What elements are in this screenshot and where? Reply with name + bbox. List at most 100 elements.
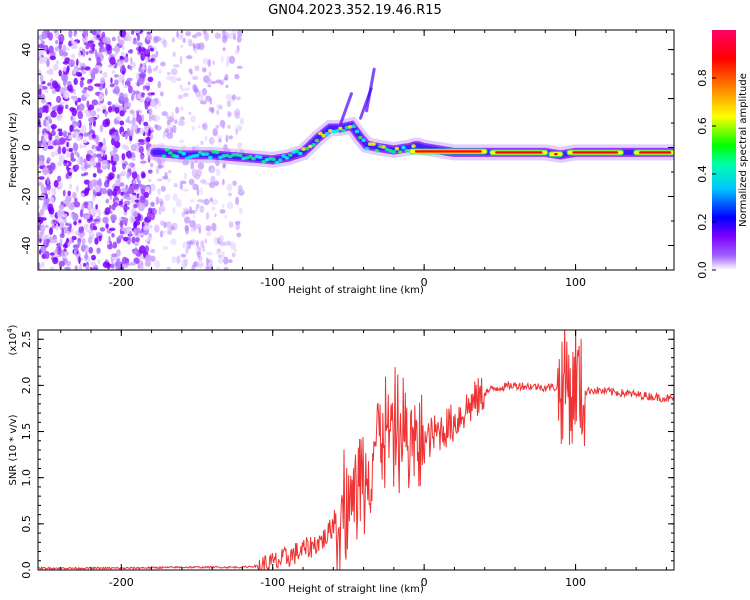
noise-speckle bbox=[62, 130, 68, 137]
ridge-blob bbox=[278, 158, 283, 162]
noise-speckle bbox=[117, 188, 121, 195]
noise-speckle bbox=[155, 65, 159, 70]
noise-speckle bbox=[82, 139, 88, 144]
noise-speckle bbox=[40, 261, 45, 268]
noise-speckle bbox=[89, 109, 97, 117]
noise-speckle bbox=[102, 72, 108, 78]
noise-speckle bbox=[136, 110, 139, 117]
noise-speckle bbox=[52, 219, 58, 223]
noise-speckle bbox=[157, 188, 161, 196]
noise-speckle bbox=[148, 108, 153, 116]
noise-speckle bbox=[64, 266, 71, 270]
noise-speckle bbox=[214, 213, 217, 218]
noise-speckle bbox=[216, 250, 221, 255]
noise-speckle bbox=[218, 138, 222, 143]
noise-speckle bbox=[70, 115, 74, 121]
noise-speckle bbox=[172, 64, 180, 68]
noise-speckle bbox=[90, 207, 98, 215]
noise-speckle bbox=[173, 183, 178, 188]
noise-speckle bbox=[85, 251, 88, 260]
noise-speckle bbox=[204, 77, 212, 84]
noise-speckle bbox=[45, 200, 49, 206]
noise-speckle bbox=[147, 178, 152, 183]
noise-speckle bbox=[205, 266, 210, 270]
noise-speckle bbox=[195, 204, 199, 212]
noise-speckle bbox=[202, 30, 207, 35]
noise-speckle bbox=[191, 168, 198, 178]
noise-speckle bbox=[50, 110, 57, 118]
noise-speckle bbox=[145, 142, 151, 147]
ridge-blob bbox=[181, 151, 186, 156]
noise-speckle bbox=[122, 264, 129, 268]
x-tick-label: -100 bbox=[260, 276, 285, 289]
ridge-blob bbox=[394, 146, 400, 151]
x-tick-label: 0 bbox=[421, 276, 428, 289]
snr-y-label: SNR (10 * v/v) bbox=[8, 414, 19, 485]
ridge-blob bbox=[211, 149, 216, 154]
noise-speckle bbox=[39, 208, 45, 216]
noise-speckle bbox=[104, 154, 108, 162]
noise-speckle bbox=[179, 44, 184, 48]
noise-speckle bbox=[58, 204, 65, 211]
noise-speckle bbox=[68, 202, 75, 211]
noise-speckle bbox=[188, 111, 192, 115]
noise-speckle bbox=[141, 66, 146, 71]
noise-speckle bbox=[225, 60, 230, 68]
noise-speckle bbox=[108, 106, 113, 113]
noise-speckle bbox=[106, 262, 111, 270]
noise-speckle bbox=[188, 178, 195, 186]
noise-speckle bbox=[178, 139, 185, 144]
noise-speckle bbox=[196, 223, 202, 230]
noise-speckle bbox=[147, 236, 152, 242]
noise-speckle bbox=[107, 101, 112, 106]
noise-speckle bbox=[39, 74, 44, 83]
noise-speckle bbox=[39, 238, 42, 243]
noise-speckle bbox=[183, 92, 189, 97]
noise-speckle bbox=[53, 235, 58, 241]
ridge-blob bbox=[371, 142, 376, 146]
noise-speckle bbox=[229, 55, 236, 64]
noise-speckle bbox=[141, 93, 145, 98]
noise-speckle bbox=[60, 213, 68, 218]
ridge-blob bbox=[281, 154, 286, 158]
y-tick-label: -40 bbox=[20, 237, 33, 255]
spectrogram-y-label: Frequency (Hz) bbox=[8, 112, 19, 188]
noise-speckle bbox=[138, 45, 142, 54]
noise-speckle bbox=[113, 53, 117, 57]
ridge-blob bbox=[214, 150, 220, 154]
noise-speckle bbox=[137, 77, 145, 86]
noise-speckle bbox=[222, 47, 226, 51]
ridge-blob bbox=[308, 144, 313, 149]
noise-speckle bbox=[111, 36, 116, 42]
noise-speckle bbox=[73, 151, 79, 155]
noise-speckle bbox=[43, 238, 47, 246]
noise-speckle bbox=[88, 117, 95, 123]
noise-speckle bbox=[196, 251, 201, 258]
y-tick-label: 20 bbox=[20, 92, 33, 106]
noise-speckle bbox=[234, 73, 240, 80]
noise-speckle bbox=[147, 68, 153, 74]
y-tick-label: 1.0 bbox=[20, 469, 33, 487]
noise-speckle bbox=[235, 128, 238, 135]
noise-speckle bbox=[233, 248, 237, 253]
y-tick-label: 0.0 bbox=[20, 561, 33, 579]
noise-speckle bbox=[57, 246, 62, 256]
noise-speckle bbox=[150, 162, 154, 168]
noise-speckle bbox=[46, 69, 53, 75]
y-tick-label: 1.5 bbox=[20, 423, 33, 441]
noise-speckle bbox=[141, 184, 146, 189]
noise-speckle bbox=[113, 133, 120, 142]
noise-speckle bbox=[62, 244, 67, 248]
noise-speckle bbox=[171, 37, 176, 43]
noise-speckle bbox=[41, 204, 48, 211]
noise-speckle bbox=[70, 95, 78, 100]
noise-speckle bbox=[101, 46, 105, 52]
noise-speckle bbox=[38, 126, 41, 135]
noise-speckle bbox=[185, 87, 190, 91]
ridge-blob bbox=[341, 129, 346, 133]
noise-speckle bbox=[119, 120, 125, 126]
noise-speckle bbox=[44, 186, 48, 194]
noise-speckle bbox=[197, 125, 201, 129]
noise-speckle bbox=[119, 220, 124, 228]
noise-speckle bbox=[66, 150, 70, 159]
